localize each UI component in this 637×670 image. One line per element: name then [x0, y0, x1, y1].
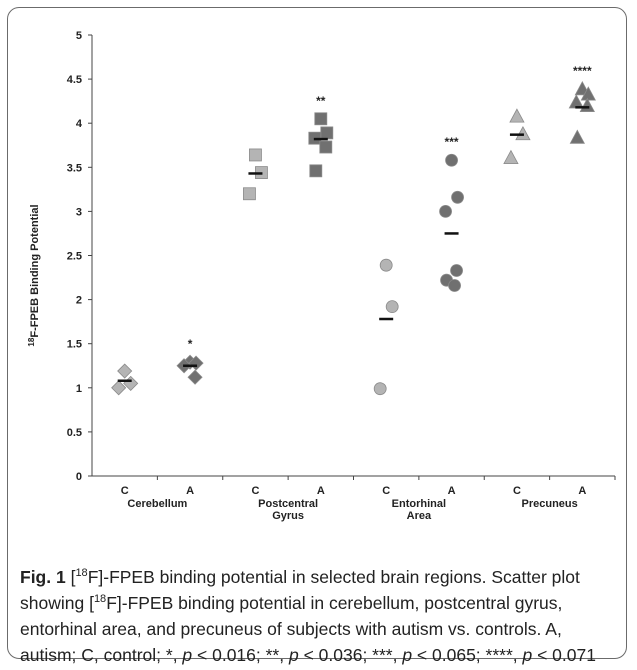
caption-text: F]-FPEB binding potential in selected br… — [20, 567, 580, 613]
y-tick-label: 3.5 — [67, 162, 82, 174]
data-point — [243, 187, 256, 201]
caption-p-symbol: p — [182, 645, 193, 665]
data-point — [439, 204, 452, 218]
region-label: Cerebellum — [127, 498, 187, 510]
y-axis-title-text: F-FPEB Binding Potential — [29, 204, 41, 337]
figure-caption: Fig. 1 [18F]-FPEB binding potential in s… — [20, 564, 616, 668]
caption-superscript: 18 — [93, 593, 107, 606]
y-tick-label: 1 — [76, 383, 82, 395]
y-tick-label: 4 — [76, 118, 83, 130]
y-tick-label: 4.5 — [67, 74, 82, 86]
data-point — [314, 112, 328, 126]
x-category-label: C — [121, 485, 129, 497]
x-category-label: A — [317, 485, 325, 497]
data-point — [451, 190, 464, 204]
x-category-label: A — [186, 485, 194, 497]
data-point — [448, 279, 461, 292]
caption-text: < 0.071 — [532, 645, 596, 665]
data-point — [187, 369, 203, 385]
data-point — [445, 153, 458, 167]
caption-p-symbol: p — [402, 645, 413, 665]
data-point — [320, 126, 334, 140]
y-tick-label: 2.5 — [67, 251, 82, 263]
data-point — [503, 149, 519, 164]
caption-text: < 0.036; ***, — [298, 645, 403, 665]
significance-label: **** — [573, 64, 592, 78]
data-point — [123, 375, 139, 391]
scatter-chart: 0 0.5 1 1.5 2 2.5 3 3.5 4 4.5 5 18F-FPEB Binding Po… — [27, 30, 616, 522]
data-point — [385, 300, 399, 314]
caption-superscript: 18 — [75, 567, 88, 580]
data-point — [569, 129, 585, 144]
x-category-label: A — [448, 485, 456, 497]
x-category-label: C — [251, 485, 259, 497]
data-point — [373, 382, 387, 396]
data-point — [509, 108, 525, 123]
data-point — [515, 125, 531, 141]
region-label-line2: Area — [407, 510, 432, 522]
x-category-label: C — [513, 485, 521, 497]
y-tick-label: 3 — [76, 206, 82, 218]
figure-label: Fig. 1 — [20, 567, 66, 587]
data-point — [249, 148, 262, 162]
significance-label: *** — [445, 135, 459, 149]
x-category-label: A — [578, 485, 586, 497]
caption-p-symbol: p — [522, 645, 533, 665]
data-point — [579, 97, 595, 112]
caption-p-symbol: p — [288, 645, 299, 665]
region-label-line2: Gyrus — [272, 510, 304, 522]
caption-text: < 0.065; ****, — [412, 645, 523, 665]
y-axis-title: 18F-FPEB Binding Potential — [27, 204, 42, 346]
region-label: Entorhinal — [392, 498, 446, 510]
region-label: Precuneus — [522, 498, 578, 510]
region-label: Postcentral — [258, 498, 318, 510]
caption-text: F]-FPEB binding potential in cerebellum,… — [20, 593, 563, 665]
y-tick-label: 0 — [76, 471, 82, 483]
significance-label: ** — [316, 94, 326, 108]
data-point — [111, 380, 127, 396]
data-point — [379, 258, 393, 272]
data-point — [309, 164, 323, 178]
y-tick-label: 1.5 — [67, 339, 82, 351]
caption-text: [ — [65, 567, 76, 587]
data-point — [117, 363, 133, 379]
caption-text: < 0.016; **, — [192, 645, 289, 665]
significance-label: * — [188, 337, 193, 351]
y-tick-label: 5 — [76, 30, 82, 42]
y-axis-title-superscript: 18 — [27, 337, 36, 346]
x-category-label: C — [382, 485, 390, 497]
y-tick-label: 2 — [76, 295, 82, 307]
data-point — [319, 140, 333, 154]
data-point — [450, 264, 463, 277]
y-tick-label: 0.5 — [67, 427, 82, 439]
